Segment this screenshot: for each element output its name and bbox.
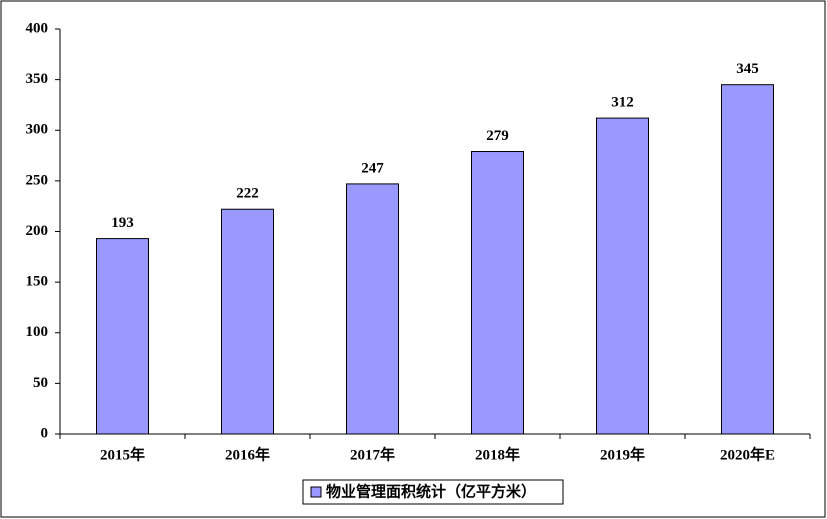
x-tick-label: 2018年 bbox=[475, 445, 520, 463]
bar bbox=[96, 238, 149, 435]
y-tick-label: 200 bbox=[26, 223, 49, 239]
y-tick-label: 150 bbox=[26, 274, 49, 290]
y-tick-label: 400 bbox=[26, 20, 49, 36]
bar bbox=[221, 208, 274, 435]
y-tick-label: 350 bbox=[26, 71, 49, 87]
bar bbox=[346, 183, 399, 435]
y-tick-label: 250 bbox=[26, 172, 49, 188]
x-tick-label: 2020年E bbox=[720, 445, 775, 463]
y-tick-label: 0 bbox=[41, 425, 49, 441]
data-label: 312 bbox=[611, 95, 634, 111]
data-label: 193 bbox=[111, 215, 134, 231]
y-tick-label: 50 bbox=[33, 375, 48, 391]
y-tick-label: 300 bbox=[26, 122, 49, 138]
data-label: 222 bbox=[236, 186, 259, 202]
legend bbox=[302, 479, 564, 505]
x-tick-label: 2017年 bbox=[350, 445, 395, 463]
bar bbox=[721, 84, 774, 435]
legend-swatch bbox=[310, 486, 322, 498]
data-label: 247 bbox=[361, 160, 384, 176]
x-tick-label: 2016年 bbox=[225, 445, 270, 463]
y-tick-label: 100 bbox=[26, 324, 49, 340]
x-tick-label: 2015年 bbox=[100, 445, 145, 463]
data-label: 345 bbox=[736, 61, 759, 77]
bar bbox=[471, 151, 524, 435]
x-tick-label: 2019年 bbox=[600, 445, 645, 463]
data-label: 279 bbox=[486, 128, 509, 144]
bar bbox=[596, 117, 649, 435]
legend-label: 物业管理面积统计（亿平方米） bbox=[326, 482, 536, 500]
